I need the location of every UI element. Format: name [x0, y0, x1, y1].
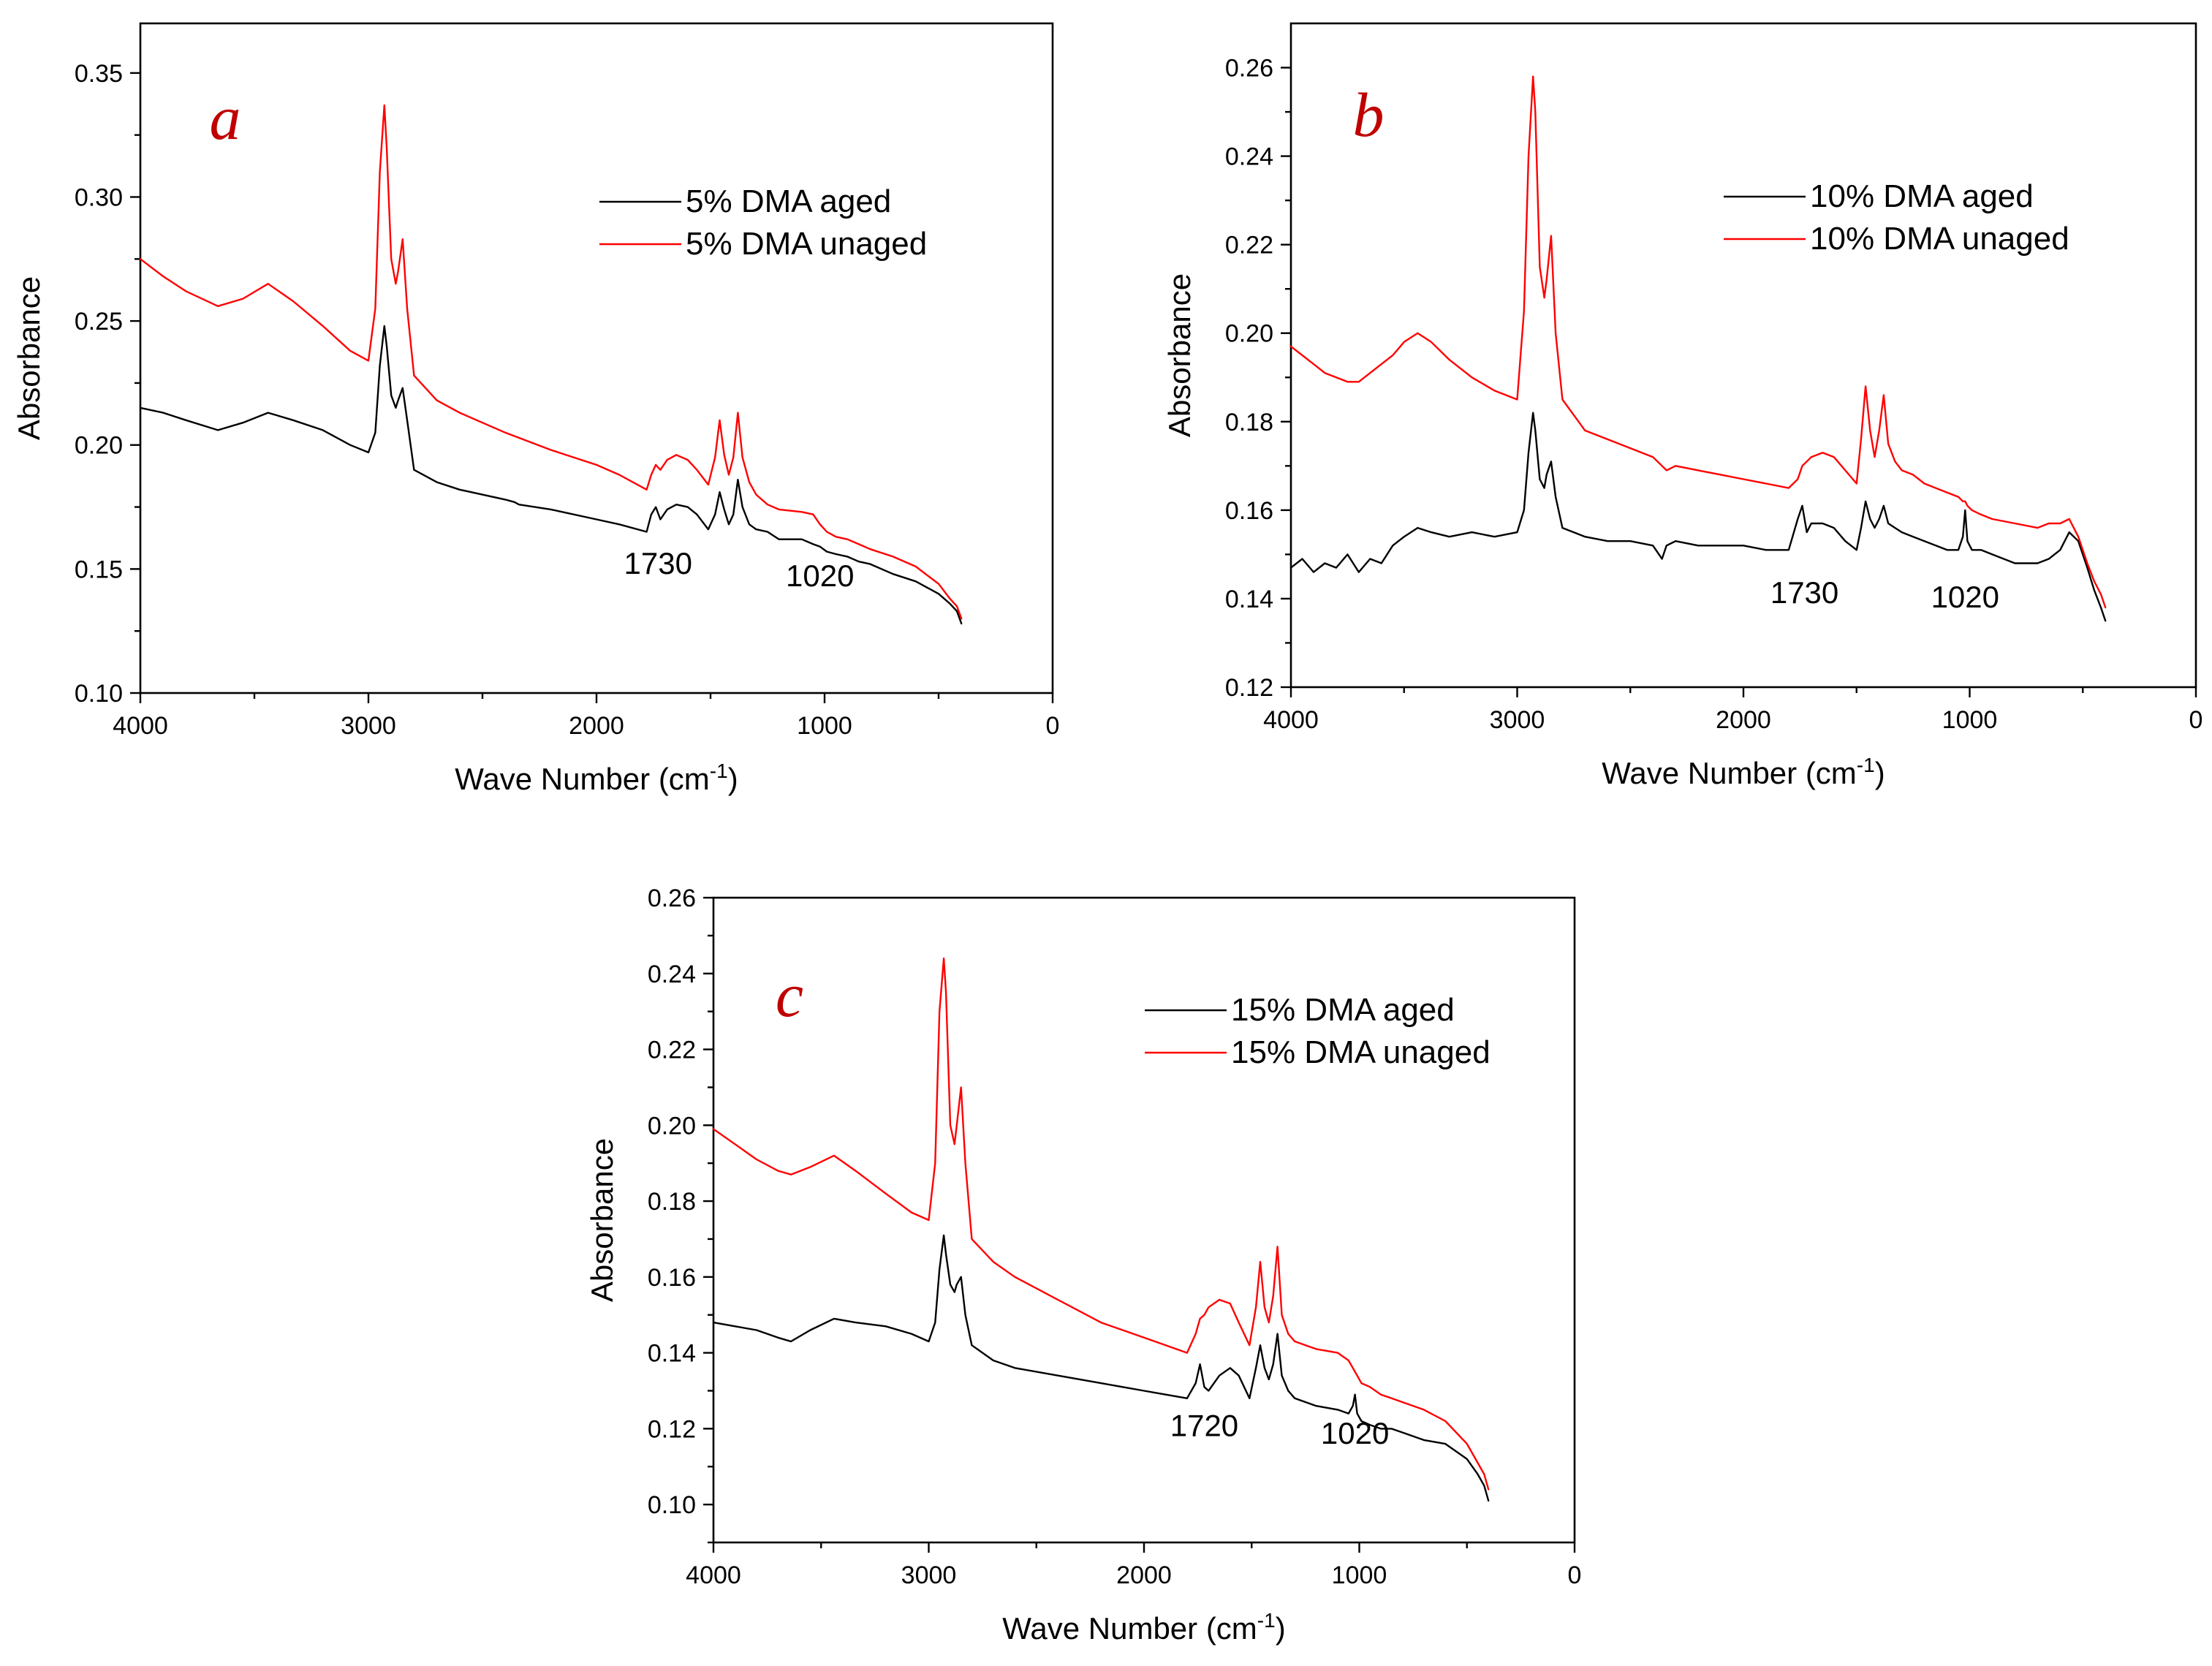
x-axis-title-close: ) — [728, 762, 738, 796]
series-line-unaged — [712, 957, 1490, 1491]
legend-item: 5% DMA unaged — [599, 226, 927, 262]
legend-label: 10% DMA aged — [1810, 178, 2034, 214]
y-tick-label: 0.22 — [1225, 232, 1273, 260]
x-tick-label: 3000 — [1490, 706, 1545, 734]
panel-label: a — [210, 83, 241, 153]
series-line-aged — [139, 325, 963, 625]
y-tick-label: 0.10 — [75, 680, 123, 708]
y-tick-label: 0.18 — [648, 1188, 696, 1216]
x-tick-label: 0 — [2189, 706, 2203, 734]
y-tick-label: 0.10 — [648, 1491, 696, 1519]
x-tick-label: 4000 — [686, 1561, 741, 1589]
x-axis-title-main: Wave Number (cm — [1002, 1611, 1257, 1646]
y-tick-label: 0.16 — [648, 1264, 696, 1292]
legend: 15% DMA aged 15% DMA unaged — [1145, 992, 1491, 1070]
y-tick-label: 0.26 — [648, 885, 696, 912]
x-axis-title-superscript: -1 — [1857, 754, 1875, 776]
y-tick-label: 0.16 — [1225, 497, 1273, 525]
x-tick-label: 4000 — [113, 712, 168, 740]
x-tick-label: 3000 — [901, 1561, 957, 1589]
peak-annotation: 1020 — [786, 559, 854, 593]
series-line-unaged — [1289, 75, 2107, 609]
legend-item: 10% DMA aged — [1724, 178, 2034, 214]
y-tick-label: 0.14 — [1225, 586, 1273, 613]
peak-annotation: 1020 — [1321, 1416, 1389, 1450]
x-axis-title: Wave Number (cm-1) — [1602, 754, 1885, 790]
legend: 5% DMA aged 5% DMA unaged — [599, 183, 927, 262]
x-axis-title: Wave Number (cm-1) — [1002, 1609, 1285, 1646]
x-tick-label: 3000 — [341, 712, 396, 740]
y-axis-title: Absorbance — [1162, 273, 1197, 437]
x-axis-title-main: Wave Number (cm — [1602, 756, 1857, 790]
legend-item: 15% DMA unaged — [1145, 1034, 1491, 1070]
series-line-aged — [1289, 412, 2107, 622]
peak-annotation: 1730 — [1770, 575, 1838, 610]
x-tick-label: 2000 — [1116, 1561, 1172, 1589]
x-axis-title-close: ) — [1875, 756, 1885, 790]
y-axis-title: Absorbance — [12, 276, 46, 440]
legend-label: 15% DMA unaged — [1231, 1034, 1491, 1070]
y-tick-label: 0.20 — [1225, 320, 1273, 348]
legend-label: 10% DMA unaged — [1810, 221, 2069, 257]
panel-label: c — [776, 960, 803, 1030]
series-line-unaged — [139, 104, 963, 620]
peak-annotation: 1020 — [1931, 580, 1999, 614]
y-tick-label: 0.18 — [1225, 409, 1273, 436]
y-tick-label: 0.24 — [648, 961, 696, 988]
x-axis-title-close: ) — [1276, 1611, 1286, 1646]
panel-label: b — [1353, 80, 1385, 150]
plot-frame — [139, 22, 1054, 694]
y-tick-label: 0.20 — [75, 432, 123, 460]
x-tick-label: 0 — [1568, 1561, 1582, 1589]
x-tick-label: 0 — [1046, 712, 1060, 740]
y-tick-label: 0.24 — [1225, 143, 1273, 171]
chart-panel-a: 4000 3000 2000 1000 0 0.10 0.15 0.20 0.25 0.30 0.3… — [12, 22, 1060, 796]
legend-item: 15% DMA aged — [1145, 992, 1455, 1028]
x-tick-label: 2000 — [569, 712, 624, 740]
x-axis-title-superscript: -1 — [1257, 1609, 1276, 1632]
legend-label: 5% DMA unaged — [686, 226, 927, 262]
legend-label: 15% DMA aged — [1231, 992, 1455, 1028]
y-tick-label: 0.12 — [1225, 674, 1273, 702]
legend-item: 10% DMA unaged — [1724, 221, 2069, 257]
y-axis-title: Absorbance — [585, 1138, 619, 1302]
legend-label: 5% DMA aged — [686, 183, 891, 219]
series-line-aged — [712, 1234, 1490, 1502]
x-tick-label: 1000 — [1942, 706, 1998, 734]
y-tick-label: 0.14 — [648, 1340, 696, 1368]
x-axis-title-main: Wave Number (cm — [455, 762, 710, 796]
legend: 10% DMA aged 10% DMA unaged — [1724, 178, 2069, 257]
peak-annotation: 1720 — [1170, 1409, 1238, 1443]
y-tick-label: 0.15 — [75, 556, 123, 583]
chart-panel-b: 4000 3000 2000 1000 0 0.12 0.14 0.16 0.18 0.20 0.2… — [1162, 22, 2203, 790]
y-tick-label: 0.35 — [75, 60, 123, 88]
x-tick-label: 2000 — [1716, 706, 1771, 734]
peak-annotation: 1730 — [624, 546, 692, 580]
y-tick-label: 0.30 — [75, 183, 123, 211]
chart-panel-c: 4000 3000 2000 1000 0 0.10 0.12 0.14 0.16 0.18 0.2… — [585, 885, 1581, 1646]
y-tick-label: 0.20 — [648, 1112, 696, 1140]
x-tick-label: 1000 — [797, 712, 852, 740]
x-tick-label: 1000 — [1332, 1561, 1387, 1589]
y-tick-label: 0.22 — [648, 1037, 696, 1064]
plot-frame — [1289, 22, 2197, 689]
x-axis-title: Wave Number (cm-1) — [455, 760, 738, 796]
y-tick-label: 0.12 — [648, 1415, 696, 1443]
legend-item: 5% DMA aged — [599, 183, 891, 219]
x-tick-label: 4000 — [1263, 706, 1319, 734]
y-tick-label: 0.26 — [1225, 55, 1273, 83]
x-axis-title-superscript: -1 — [710, 760, 728, 782]
y-tick-label: 0.25 — [75, 308, 123, 336]
